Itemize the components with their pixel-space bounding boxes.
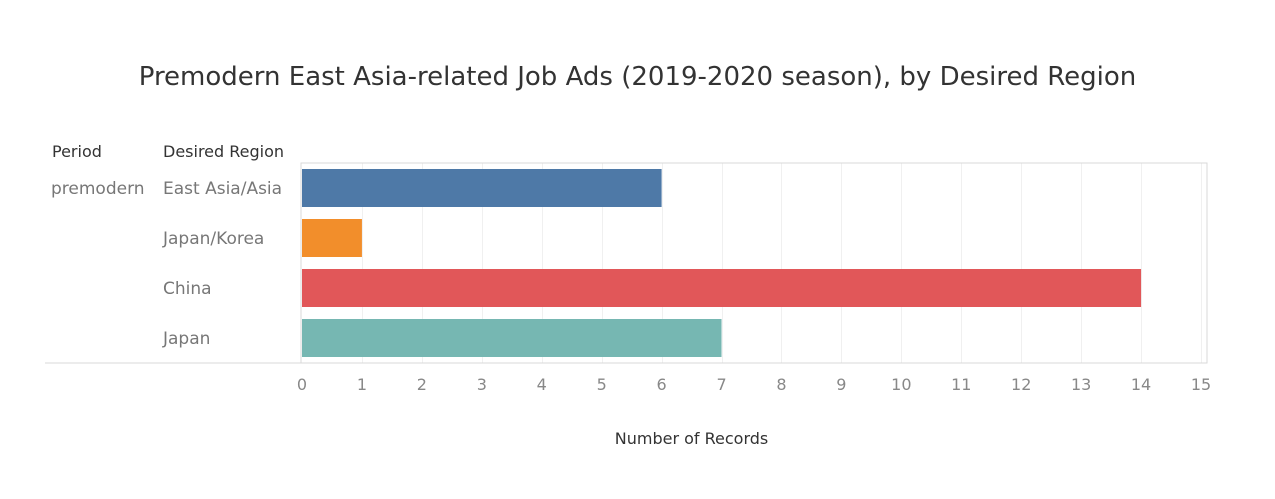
plot-frame xyxy=(300,162,1208,364)
x-tick-10: 10 xyxy=(891,375,911,394)
x-tick-14: 14 xyxy=(1131,375,1151,394)
period-label: premodern xyxy=(51,179,145,199)
x-tick-6: 6 xyxy=(657,375,667,394)
x-tick-12: 12 xyxy=(1011,375,1031,394)
x-tick-8: 8 xyxy=(776,375,786,394)
bar-3[interactable] xyxy=(302,319,722,357)
chart-title: Premodern East Asia-related Job Ads (201… xyxy=(138,62,1137,92)
period-column-header: Period xyxy=(52,142,102,161)
bars xyxy=(302,169,1142,357)
category-label-2: China xyxy=(163,279,212,299)
category-label-0: East Asia/Asia xyxy=(163,179,282,199)
category-label-1: Japan/Korea xyxy=(162,229,264,249)
bar-2[interactable] xyxy=(302,269,1142,307)
x-tick-2: 2 xyxy=(417,375,427,394)
x-tick-7: 7 xyxy=(716,375,726,394)
category-label-3: Japan xyxy=(162,329,210,349)
row-labels: premodern East Asia/Asia Japan/Korea China J… xyxy=(51,179,282,349)
x-tick-1: 1 xyxy=(357,375,367,394)
x-tick-5: 5 xyxy=(597,375,607,394)
bar-0[interactable] xyxy=(302,169,662,207)
desired-region-column-header: Desired Region xyxy=(163,142,285,161)
x-tick-0: 0 xyxy=(297,375,307,394)
x-tick-11: 11 xyxy=(951,375,971,394)
x-tick-15: 15 xyxy=(1191,375,1211,394)
x-axis-label: Number of Records xyxy=(614,429,769,448)
x-tick-4: 4 xyxy=(537,375,547,394)
x-tick-3: 3 xyxy=(477,375,487,394)
x-tick-9: 9 xyxy=(836,375,846,394)
bar-1[interactable] xyxy=(302,219,362,257)
x-tick-13: 13 xyxy=(1071,375,1091,394)
x-axis-ticks: 0 1 2 3 4 5 6 7 8 9 10 11 12 13 14 15 xyxy=(297,375,1211,394)
